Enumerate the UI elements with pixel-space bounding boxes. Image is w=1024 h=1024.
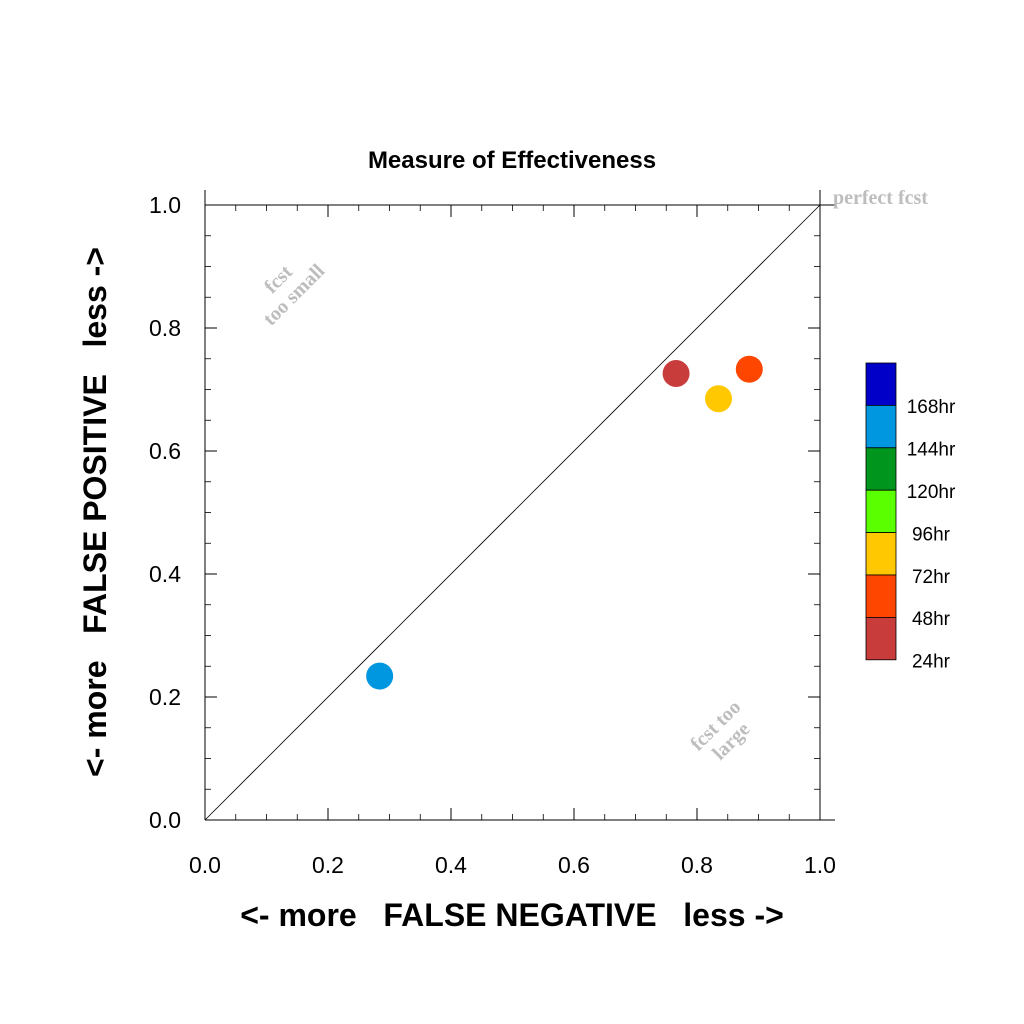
- perfect-diagonal-line: [204, 204, 821, 821]
- point-72hr: [705, 385, 733, 413]
- annotation-too-large: fcst too large: [686, 696, 754, 764]
- plot-area: [204, 190, 835, 821]
- legend-label-24hr: 24hr: [912, 652, 951, 673]
- y-tick-label: 0.2: [149, 684, 181, 710]
- y-tick-label: 0.4: [149, 561, 181, 587]
- y-tick-label: 0.8: [149, 315, 181, 341]
- annotation-too-small: fcst too small: [259, 260, 329, 330]
- data-points: [366, 355, 763, 690]
- legend: 168hr 144hr 120hr 96hr 72hr 48hr 24hr: [865, 362, 956, 673]
- legend-swatch-144hr: [865, 404, 897, 449]
- chart-title: Measure of Effectiveness: [368, 147, 656, 174]
- annotation-perfect-fcst: perfect fcst: [833, 187, 928, 209]
- legend-label-48hr: 48hr: [912, 609, 951, 630]
- x-tick-label: 0.2: [312, 852, 344, 878]
- x-tick-labels: 0.0 0.2 0.4 0.6 0.8 1.0: [189, 852, 836, 878]
- legend-label-72hr: 72hr: [912, 567, 951, 588]
- legend-swatch-96hr: [865, 489, 897, 534]
- legend-swatch-72hr: [865, 532, 897, 576]
- point-48hr: [735, 355, 763, 383]
- y-tick-labels: 0.0 0.2 0.4 0.6 0.8 1.0: [149, 192, 181, 833]
- y-tick-label: 1.0: [149, 192, 181, 218]
- x-axis-label: <- more FALSE NEGATIVE less ->: [240, 897, 784, 933]
- y-axis-label: <- more FALSE POSITIVE less ->: [77, 247, 113, 777]
- legend-swatch-168hr: [865, 362, 897, 406]
- legend-label-168hr: 168hr: [907, 397, 956, 418]
- legend-label-120hr: 120hr: [907, 482, 956, 503]
- x-tick-label: 0.0: [189, 852, 221, 878]
- major-ticks: [204, 204, 821, 821]
- y-tick-label: 0.0: [149, 807, 181, 833]
- annotation-too-small-line2: too small: [259, 260, 329, 330]
- y-tick-label: 0.6: [149, 438, 181, 464]
- x-tick-label: 0.8: [681, 852, 713, 878]
- x-tick-label: 0.4: [435, 852, 467, 878]
- point-144hr: [366, 662, 394, 690]
- legend-label-144hr: 144hr: [907, 440, 956, 461]
- x-tick-label: 0.6: [558, 852, 590, 878]
- legend-swatch-120hr: [865, 447, 897, 491]
- legend-swatch-48hr: [865, 574, 897, 618]
- x-tick-label: 1.0: [804, 852, 836, 878]
- minor-ticks: [205, 205, 820, 820]
- legend-swatch-24hr: [865, 617, 897, 661]
- legend-label-96hr: 96hr: [912, 524, 951, 545]
- point-24hr: [662, 360, 690, 388]
